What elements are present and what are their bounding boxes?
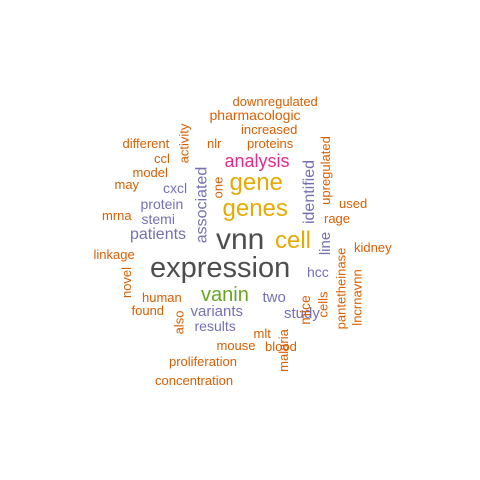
word-cell: cell [275,227,312,254]
word-different: different [122,135,170,151]
word-cxcl: cxcl [163,180,188,196]
word-stemi: stemi [141,211,175,227]
word-also: also [171,310,187,334]
word-vanin: vanin [201,284,249,306]
word-one: one [210,176,226,198]
word-hcc: hcc [307,264,329,280]
word-human: human [142,289,182,305]
word-concentration: concentration [155,372,234,388]
word-linkage: linkage [93,246,135,262]
word-model: model [132,164,168,180]
word-associated: associated [192,166,210,244]
word-variants: variants [190,302,244,320]
word-cells: cells [315,290,331,318]
word-vnn: vnn [216,223,265,256]
word-proteins: proteins [247,135,294,151]
word-mlt: mlt [253,325,271,341]
word-lncrnavnn: lncrnavnn [349,268,365,326]
word-rage: rage [324,210,351,226]
word-pharmacologic: pharmacologic [209,107,301,123]
word-patients: patients [130,226,187,243]
word-downregulated: downregulated [232,93,318,109]
word-study: study [284,304,320,322]
word-mouse: mouse [216,337,256,353]
word-genes: genes [222,195,288,222]
word-identified: identified [301,159,319,225]
word-kidney: kidney [354,239,392,255]
word-found: found [131,302,165,318]
word-results: results [194,318,236,334]
word-analysis: analysis [224,151,290,171]
word-two: two [262,288,286,306]
word-used: used [339,195,368,211]
word-proliferation: proliferation [169,353,237,369]
word-nlr: nlr [207,135,222,151]
word-increased: increased [241,121,298,137]
word-expression: expression [150,251,291,284]
word-mice: mice [296,295,313,325]
word-blood: blood [265,338,297,354]
word-pantetheinase: pantetheinase [333,247,349,329]
word-novel: novel [118,266,134,298]
word-upregulated: upregulated [317,135,333,205]
word-gene: gene [229,169,283,196]
word-mrna: mrna [102,207,132,223]
word-ccl: ccl [154,150,170,166]
word-may: may [114,176,140,192]
word-activity: activity [176,123,192,163]
word-protein: protein [140,196,184,212]
word-line: line [316,231,334,255]
